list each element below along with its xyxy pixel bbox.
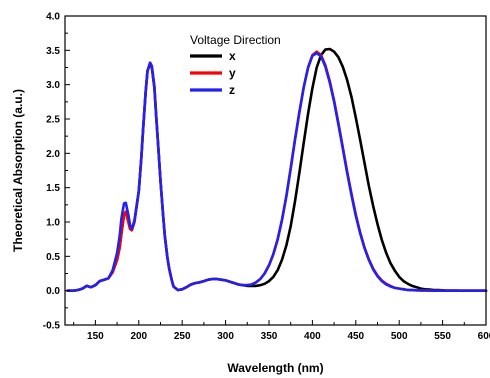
plot-frame	[64, 15, 487, 326]
y-tick-label: 2.0	[46, 149, 60, 160]
legend-label-z: z	[229, 83, 235, 97]
x-tick-label: 550	[434, 331, 451, 342]
x-tick-label: 200	[130, 331, 147, 342]
y-axis-title: Theoretical Absorption (a.u.)	[11, 89, 25, 252]
x-tick-label: 300	[217, 331, 234, 342]
y-tick-label: 1.5	[46, 183, 60, 194]
series-line-y	[66, 50, 488, 292]
legend: Voltage Direction xyz	[190, 33, 281, 97]
series-line-z	[66, 51, 488, 292]
y-axis-ticks: -0.5 0.0 0.5 1.0 1.5 2.0 2.5 3.0 3.5 4.0	[43, 12, 70, 332]
x-tick-label: 450	[347, 331, 364, 342]
series-line-x	[66, 47, 488, 292]
y-tick-label: 4.0	[46, 12, 60, 23]
y-tick-label: 3.5	[46, 46, 60, 57]
y-tick-label: 0.5	[46, 252, 60, 263]
legend-label-y: y	[229, 66, 236, 80]
legend-title: Voltage Direction	[190, 33, 281, 47]
y-tick-label: 1.0	[46, 218, 60, 229]
x-tick-label: 400	[304, 331, 321, 342]
x-tick-label: 600	[478, 331, 490, 342]
x-tick-label: 350	[261, 331, 278, 342]
legend-label-x: x	[229, 49, 236, 63]
x-axis-ticks: 150 200 250 300 350 400 450 500 550 600	[73, 320, 490, 342]
x-tick-label: 250	[174, 331, 191, 342]
y-tick-label: 0.0	[46, 286, 60, 297]
x-axis-title: Wavelength (nm)	[227, 361, 323, 375]
series-layer	[66, 47, 488, 292]
x-tick-label: 500	[391, 331, 408, 342]
x-tick-label: 150	[87, 331, 104, 342]
y-tick-label: 3.0	[46, 80, 60, 91]
y-tick-label: 2.5	[46, 115, 60, 126]
y-tick-label: -0.5	[43, 321, 61, 332]
